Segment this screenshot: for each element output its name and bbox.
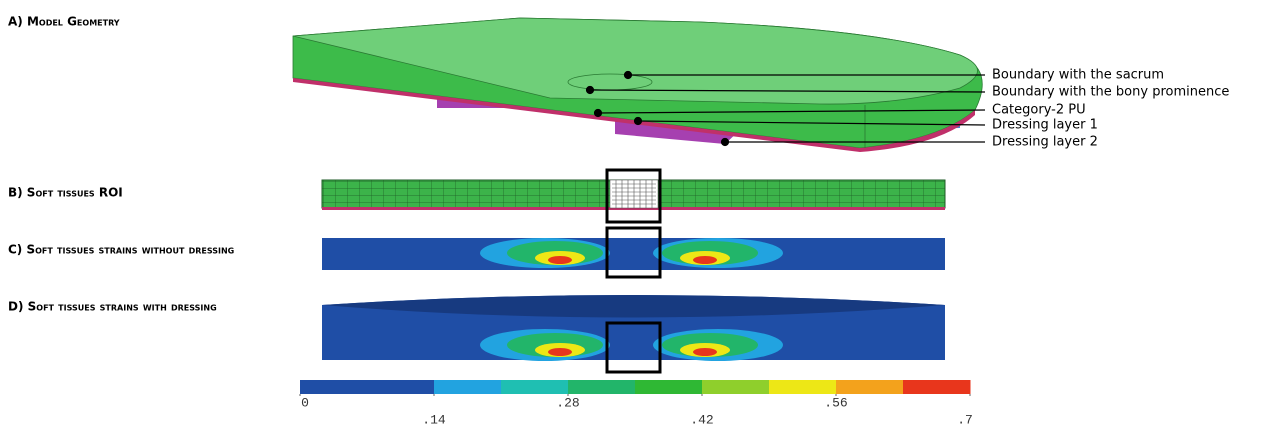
colorbar-segment — [367, 380, 435, 394]
colorbar-segment — [836, 380, 904, 394]
colorbar-segment — [635, 380, 703, 394]
roi-mesh — [322, 170, 945, 222]
tick-label: .56 — [824, 395, 847, 410]
colorbar-segment — [501, 380, 569, 394]
annotation: Dressing layer 2 — [992, 135, 1098, 150]
model-geometry — [293, 18, 982, 152]
panel-label: C) Soft tissues strains without dressing — [8, 243, 234, 257]
colorbar-segment — [903, 380, 971, 394]
annotation: Boundary with the sacrum — [992, 68, 1164, 83]
colorbar-segment — [434, 380, 502, 394]
panel-label: B) Soft tissues ROI — [8, 186, 123, 200]
tick-label: 0 — [301, 395, 309, 410]
colorbar-segment — [702, 380, 770, 394]
annotation: Category-2 PU — [992, 103, 1086, 118]
figure: A) Model Geometry B) Soft tissues ROI C)… — [0, 0, 1271, 428]
panel-label: A) Model Geometry — [8, 15, 120, 29]
tick-label: .14 — [422, 412, 446, 427]
strain-without-dressing — [322, 228, 945, 277]
annotation: Boundary with the bony prominence — [992, 85, 1229, 100]
annotation: Dressing layer 1 — [992, 118, 1098, 133]
colorbar-segment — [568, 380, 636, 394]
colorbar-segment — [300, 380, 368, 394]
tick-label: .42 — [690, 412, 713, 427]
strain-with-dressing — [322, 295, 945, 372]
colorbar-segment — [769, 380, 837, 394]
panel-label: D) Soft tissues strains with dressing — [8, 300, 217, 314]
tick-label: .28 — [556, 395, 579, 410]
tick-label: .7 — [957, 412, 973, 427]
